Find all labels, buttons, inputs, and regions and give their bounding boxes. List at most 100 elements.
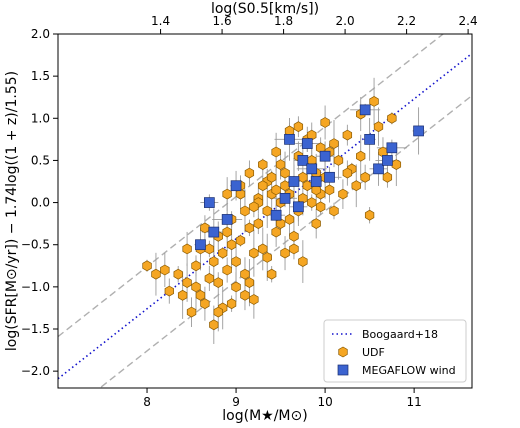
megaflow-wind-point (270, 209, 282, 221)
top-tick-label: 2.2 (397, 14, 416, 28)
udf-point (244, 222, 255, 234)
legend-label-boogaard: Boogaard+18 (362, 328, 438, 341)
udf-point (160, 264, 170, 276)
udf-point (226, 239, 237, 251)
udf-point (204, 272, 215, 284)
megaflow-wind-point (195, 239, 206, 251)
udf-point (186, 306, 197, 318)
udf-point (329, 138, 339, 150)
udf-point (289, 230, 299, 242)
udf-point (284, 213, 295, 225)
udf-point (213, 277, 223, 289)
x-tick-label: 10 (317, 395, 332, 409)
udf-point (191, 281, 201, 293)
udf-point (151, 268, 161, 280)
udf-point (226, 298, 237, 310)
udf-point (204, 243, 215, 255)
y-tick-label: 0.5 (31, 153, 50, 167)
udf-point (364, 209, 375, 221)
megaflow-wind-point (310, 176, 322, 187)
megaflow-wind-point (297, 155, 309, 166)
megaflow-wind-point (284, 134, 295, 145)
udf-point (266, 268, 277, 280)
y-tick-label: −0.5 (21, 238, 50, 252)
top-tick-label: 1.8 (274, 14, 293, 28)
udf-point (195, 289, 206, 301)
udf-point (271, 146, 281, 158)
udf-point (280, 247, 290, 259)
udf-point (307, 197, 317, 209)
udf-point (222, 188, 232, 200)
udf-point (200, 222, 210, 234)
udf-point (311, 184, 321, 196)
udf-point (280, 167, 290, 179)
udf-point (231, 256, 241, 268)
udf-point (200, 298, 210, 310)
legend-box (323, 319, 467, 383)
megaflow-wind-point (230, 180, 242, 192)
udf-point (209, 256, 219, 268)
y-tick-label: 1.5 (31, 69, 50, 83)
y-tick-label: −1.5 (21, 322, 50, 336)
udf-point (315, 201, 326, 213)
megaflow-wind-point (364, 134, 375, 145)
megaflow-wind-point (359, 104, 371, 116)
udf-point (209, 319, 219, 331)
udf-point (191, 260, 201, 272)
udf-point (240, 268, 250, 280)
udf-point (298, 256, 308, 268)
megaflow-wind-point (373, 163, 384, 175)
udf-point (333, 154, 344, 166)
udf-point (293, 121, 304, 133)
udf-point (342, 167, 353, 179)
megaflow-wind-point (413, 125, 424, 137)
udf-point (271, 184, 281, 196)
udf-point (351, 180, 361, 192)
megaflow-wind-point (288, 176, 300, 187)
legend: Boogaard+18 UDF MEGAFLOW wind (323, 319, 467, 383)
megaflow-wind-point (319, 150, 331, 162)
y-tick-label: 2.0 (31, 27, 50, 41)
udf-point (235, 188, 246, 200)
data-points (142, 95, 424, 331)
megaflow-wind-point (279, 193, 291, 204)
udf-point (262, 251, 272, 263)
udf-point (302, 180, 312, 192)
udf-point (258, 243, 268, 255)
udf-point (244, 167, 255, 179)
udf-point (249, 294, 259, 305)
udf-point (262, 205, 272, 217)
megaflow-wind-point (208, 226, 220, 238)
legend-marker-megaflow (337, 364, 349, 376)
x-tick-label: 11 (406, 395, 421, 409)
legend-label-udf: UDF (362, 346, 385, 359)
udf-point (218, 247, 228, 259)
udf-point (271, 226, 281, 238)
udf-point (391, 159, 402, 171)
top-tick-label: 1.6 (213, 14, 232, 28)
udf-point (253, 218, 264, 230)
udf-point (324, 184, 335, 196)
megaflow-wind-point (382, 155, 393, 166)
udf-point (356, 150, 366, 162)
udf-point (258, 180, 268, 192)
plot-frame (57, 33, 473, 389)
udf-point (213, 306, 223, 318)
udf-point (329, 205, 339, 217)
top-tick-label: 1.4 (151, 14, 170, 28)
megaflow-wind-point (324, 171, 335, 183)
legend-label-megaflow: MEGAFLOW wind (362, 364, 456, 377)
udf-point (320, 117, 330, 128)
y-tick-label: 0.0 (31, 196, 50, 210)
udf-point (275, 159, 286, 171)
megaflow-wind-point (204, 197, 215, 208)
udf-point (142, 260, 152, 272)
y-tick-label: 1.0 (31, 111, 50, 125)
y-tick-label: −1.0 (21, 280, 50, 294)
udf-point (338, 188, 348, 200)
udf-point (311, 218, 321, 230)
y-axis-title: log(SFR[M⊙/yr]) − 1.74log((1 + z)/1.55) (4, 71, 20, 351)
megaflow-wind-point (306, 163, 318, 175)
udf-point (289, 243, 299, 255)
udf-point (164, 285, 174, 297)
